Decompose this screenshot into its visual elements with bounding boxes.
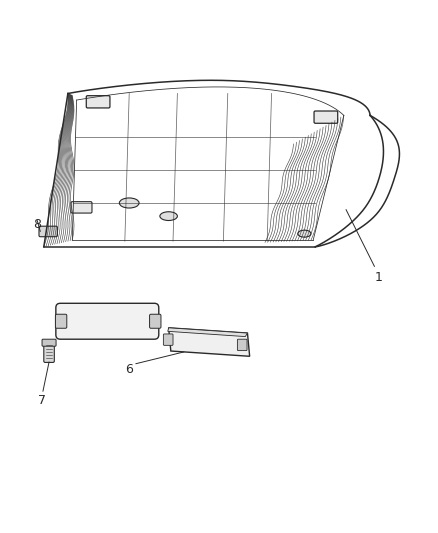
Text: 1: 1	[375, 271, 383, 284]
FancyBboxPatch shape	[237, 339, 247, 351]
Polygon shape	[169, 328, 250, 356]
Ellipse shape	[119, 198, 139, 208]
FancyBboxPatch shape	[55, 314, 67, 328]
FancyBboxPatch shape	[149, 314, 161, 328]
FancyBboxPatch shape	[163, 334, 173, 345]
Text: 8: 8	[33, 219, 41, 231]
FancyBboxPatch shape	[86, 96, 110, 108]
Text: 6: 6	[125, 363, 133, 376]
FancyBboxPatch shape	[56, 303, 159, 339]
Ellipse shape	[160, 212, 177, 221]
FancyBboxPatch shape	[71, 201, 92, 213]
FancyBboxPatch shape	[42, 339, 56, 346]
Polygon shape	[168, 328, 247, 336]
FancyBboxPatch shape	[39, 226, 57, 237]
Text: 7: 7	[38, 393, 46, 407]
Ellipse shape	[298, 230, 311, 237]
FancyBboxPatch shape	[44, 342, 54, 362]
FancyBboxPatch shape	[314, 111, 338, 123]
